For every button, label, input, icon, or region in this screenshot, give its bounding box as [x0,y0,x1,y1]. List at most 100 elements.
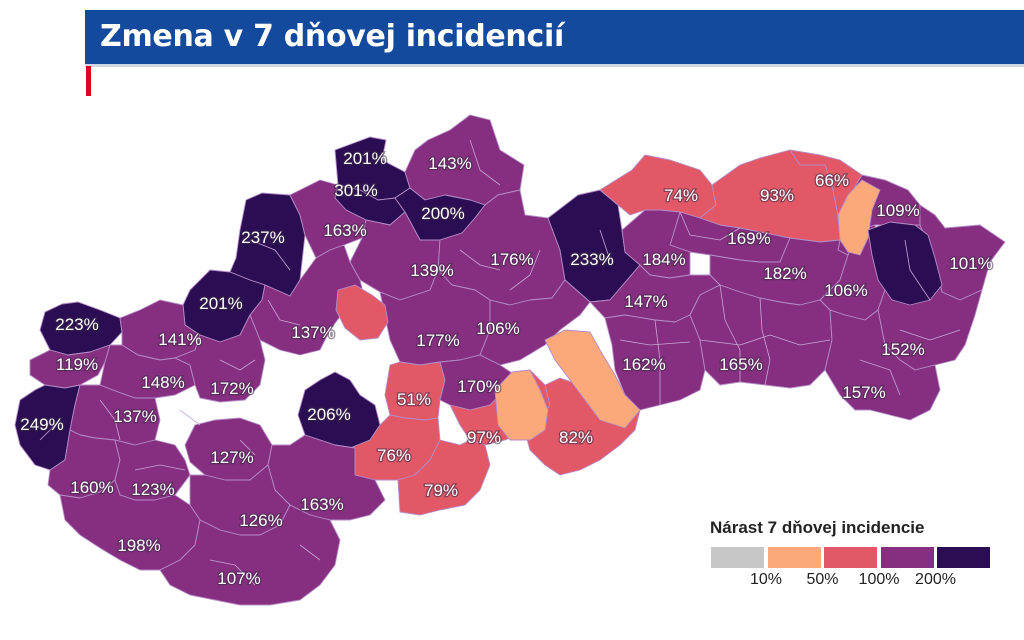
region-value-label: 93% [760,186,794,205]
region-value-label: 165% [719,355,762,374]
header-accent [86,66,91,96]
district-region [349,414,441,481]
region-layer [14,114,1006,606]
legend-tick-label: 10% [749,571,783,588]
region-value-label: 162% [622,355,665,374]
legend-swatch [767,547,821,568]
district-boundary-line [249,239,291,271]
region-value-label: 107% [217,569,260,588]
region-value-label: 184% [642,250,685,269]
district-region [39,301,123,356]
district-boundary-line [134,464,186,471]
district-boundary-line [899,329,961,341]
district-region [384,361,446,421]
district-boundary-line [299,544,321,561]
region-value-label: 137% [113,407,156,426]
district-boundary-line [719,284,741,382]
district-boundaries [39,139,961,586]
region-value-label: 201% [199,294,242,313]
district-boundary-line [267,299,301,326]
district-region [29,344,111,389]
region-value-label: 301% [334,181,377,200]
region-value-label: 200% [421,204,464,223]
legend-swatch [937,547,990,568]
district-region [397,439,491,516]
district-boundary-line [699,334,831,346]
region-value-label: 206% [307,405,350,424]
district-region [824,309,941,421]
label-layer: 201% 143% 301% 200% 237% 163% 139% 176% 233% 74% 9… [19,148,994,590]
region-value-label: 223% [55,315,98,334]
district-boundary-line [469,139,501,186]
region-value-label: 249% [20,415,63,434]
region-value-label: 176% [490,250,533,269]
district-region [335,284,389,341]
legend-swatch [824,547,877,568]
region-value-label: 177% [416,331,459,350]
district-boundary-line [209,559,256,586]
district-boundary-line [39,419,61,441]
region-value-label: 152% [881,340,924,359]
region-value-label: 163% [300,495,343,514]
district-boundary-line [219,359,256,371]
district-region [867,221,943,306]
region-value-label: 160% [70,478,113,497]
district-boundary-line [759,297,771,386]
district-region [837,179,881,256]
region-value-label: 198% [117,536,160,555]
district-boundary-line [599,229,611,261]
region-value-label: 143% [428,154,471,173]
region-value-label: 79% [424,481,458,500]
region-value-label: 163% [323,221,366,240]
district-region [544,329,641,429]
district-region [249,244,366,356]
district-region [494,369,549,441]
district-region [174,314,266,403]
legend-title: Nárast 7 dňovej incidencie [710,518,925,537]
region-value-label: 172% [210,379,253,398]
district-boundary-line [654,319,661,405]
legend-tick-label: 50% [806,571,839,588]
region-value-label: 137% [291,323,334,342]
region-value-label: 76% [377,446,411,465]
legend-swatch [880,547,934,568]
region-value-label: 109% [876,201,919,220]
region-value-label: 157% [842,383,885,402]
region-value-label: 141% [158,330,201,349]
region-value-label: 126% [239,511,282,530]
district-region [621,209,691,279]
page-title: Zmena v 7 dňovej incidencií [100,19,564,54]
district-region [159,504,341,606]
region-value-label: 106% [824,281,867,300]
region-value-label: 233% [570,250,613,269]
district-region [604,314,706,411]
district-boundary-line [859,359,901,396]
region-value-label: 148% [141,373,184,392]
district-boundary-line [904,239,931,301]
region-value-label: 123% [131,480,174,499]
district-boundary-line [679,211,741,241]
district-boundary-line [459,249,501,271]
district-boundary-line [509,249,541,291]
legend-swatch [711,547,764,568]
header-bar [85,10,1024,66]
region-value-label: 66% [815,171,849,190]
legend-tick-label: 100% [858,571,900,588]
region-value-label: 101% [949,254,992,273]
legend-tick-label: 200% [915,571,956,588]
region-value-label: 147% [624,292,667,311]
region-value-label: 74% [664,186,698,205]
region-value-label: 169% [727,229,770,248]
region-value-label: 97% [467,428,501,447]
region-value-label: 182% [763,264,806,283]
district-boundary-line [99,399,121,441]
district-boundary-line [239,439,256,456]
region-value-label: 127% [210,448,253,467]
region-value-label: 82% [559,428,593,447]
region-value-label: 201% [343,149,386,168]
district-boundary-line [619,339,691,346]
district-boundary-line [179,409,201,426]
region-value-label: 237% [241,228,284,247]
region-value-label: 51% [397,390,431,409]
